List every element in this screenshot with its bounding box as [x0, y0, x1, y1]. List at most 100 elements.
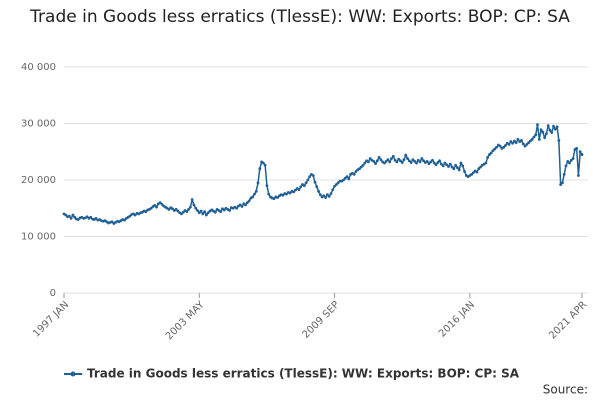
data-point: [219, 210, 223, 214]
data-point: [541, 130, 545, 134]
data-point: [366, 160, 370, 164]
data-point: [281, 193, 285, 197]
data-point: [427, 162, 431, 166]
data-point: [523, 144, 527, 148]
data-point: [188, 205, 192, 209]
data-point: [459, 161, 463, 165]
data-point: [263, 163, 267, 167]
data-point: [520, 139, 523, 142]
data-point: [432, 161, 436, 165]
data-point: [343, 176, 347, 180]
data-point: [352, 172, 356, 176]
data-point: [331, 188, 335, 192]
data-point: [470, 172, 474, 176]
data-point: [180, 212, 183, 216]
data-point: [404, 153, 408, 157]
data-point: [304, 181, 308, 185]
x-tick-label: 2021 APR: [547, 299, 589, 341]
data-point: [386, 158, 390, 162]
data-point: [395, 160, 399, 164]
data-point: [543, 136, 547, 140]
data-point: [247, 199, 251, 203]
data-point: [406, 157, 409, 160]
data-point: [313, 180, 317, 184]
data-point: [94, 217, 98, 220]
data-point: [384, 159, 388, 163]
data-point: [196, 209, 199, 212]
data-point: [306, 178, 310, 182]
data-point: [363, 161, 367, 165]
data-point: [457, 168, 461, 172]
data-point: [176, 209, 180, 213]
data-point: [299, 185, 303, 189]
data-point: [420, 157, 424, 160]
data-point: [489, 151, 493, 155]
data-point: [144, 210, 148, 214]
data-point: [123, 218, 126, 222]
data-point: [450, 165, 454, 169]
data-point: [441, 164, 445, 168]
data-point: [201, 212, 205, 216]
data-point: [564, 164, 568, 168]
data-point: [235, 206, 239, 210]
data-point: [559, 183, 563, 186]
data-point: [488, 153, 491, 156]
data-point: [372, 159, 376, 163]
data-point: [566, 159, 570, 163]
data-point: [411, 158, 415, 162]
x-tick-label: 1997 JAN: [31, 299, 71, 339]
data-point: [110, 220, 114, 224]
data-point: [327, 194, 331, 198]
chart-title: Trade in Goods less erratics (TlessE): W…: [30, 7, 570, 27]
data-point: [361, 163, 365, 167]
data-point: [222, 208, 226, 212]
data-point: [194, 206, 198, 210]
data-point: [354, 170, 358, 173]
data-point: [546, 124, 550, 128]
data-point: [479, 165, 482, 169]
data-point: [203, 210, 207, 214]
x-tick-label: 2009 SEP: [301, 299, 342, 340]
data-point: [486, 156, 490, 159]
data-point: [407, 159, 411, 163]
data-point: [578, 150, 582, 154]
data-point: [174, 207, 178, 211]
data-point: [265, 184, 269, 188]
data-point: [258, 167, 262, 171]
data-point: [575, 146, 579, 150]
data-point: [413, 159, 417, 163]
data-point: [158, 201, 162, 205]
data-point: [64, 213, 68, 217]
data-point: [89, 215, 93, 219]
data-point: [322, 194, 326, 198]
data-point: [73, 215, 77, 219]
data-point: [379, 158, 383, 162]
data-point: [516, 137, 520, 141]
data-point: [197, 211, 201, 215]
data-point: [511, 141, 514, 145]
data-point: [228, 209, 231, 212]
data-point: [167, 207, 171, 211]
data-point: [504, 144, 507, 147]
data-point: [507, 143, 511, 146]
data-point: [244, 203, 247, 207]
data-point: [288, 191, 292, 195]
data-point: [324, 196, 328, 199]
data-point: [527, 141, 530, 145]
data-point: [443, 161, 447, 165]
data-point: [254, 189, 258, 193]
data-point: [416, 158, 420, 162]
data-point: [171, 207, 174, 211]
data-point: [472, 171, 475, 175]
data-point: [155, 205, 158, 209]
data-point: [514, 141, 518, 145]
data-point: [400, 161, 404, 164]
data-point: [562, 172, 566, 176]
data-point: [577, 174, 580, 177]
data-point: [76, 218, 80, 221]
data-point: [368, 157, 372, 160]
data-point: [238, 203, 242, 207]
data-point: [418, 160, 422, 164]
data-point: [391, 154, 395, 158]
